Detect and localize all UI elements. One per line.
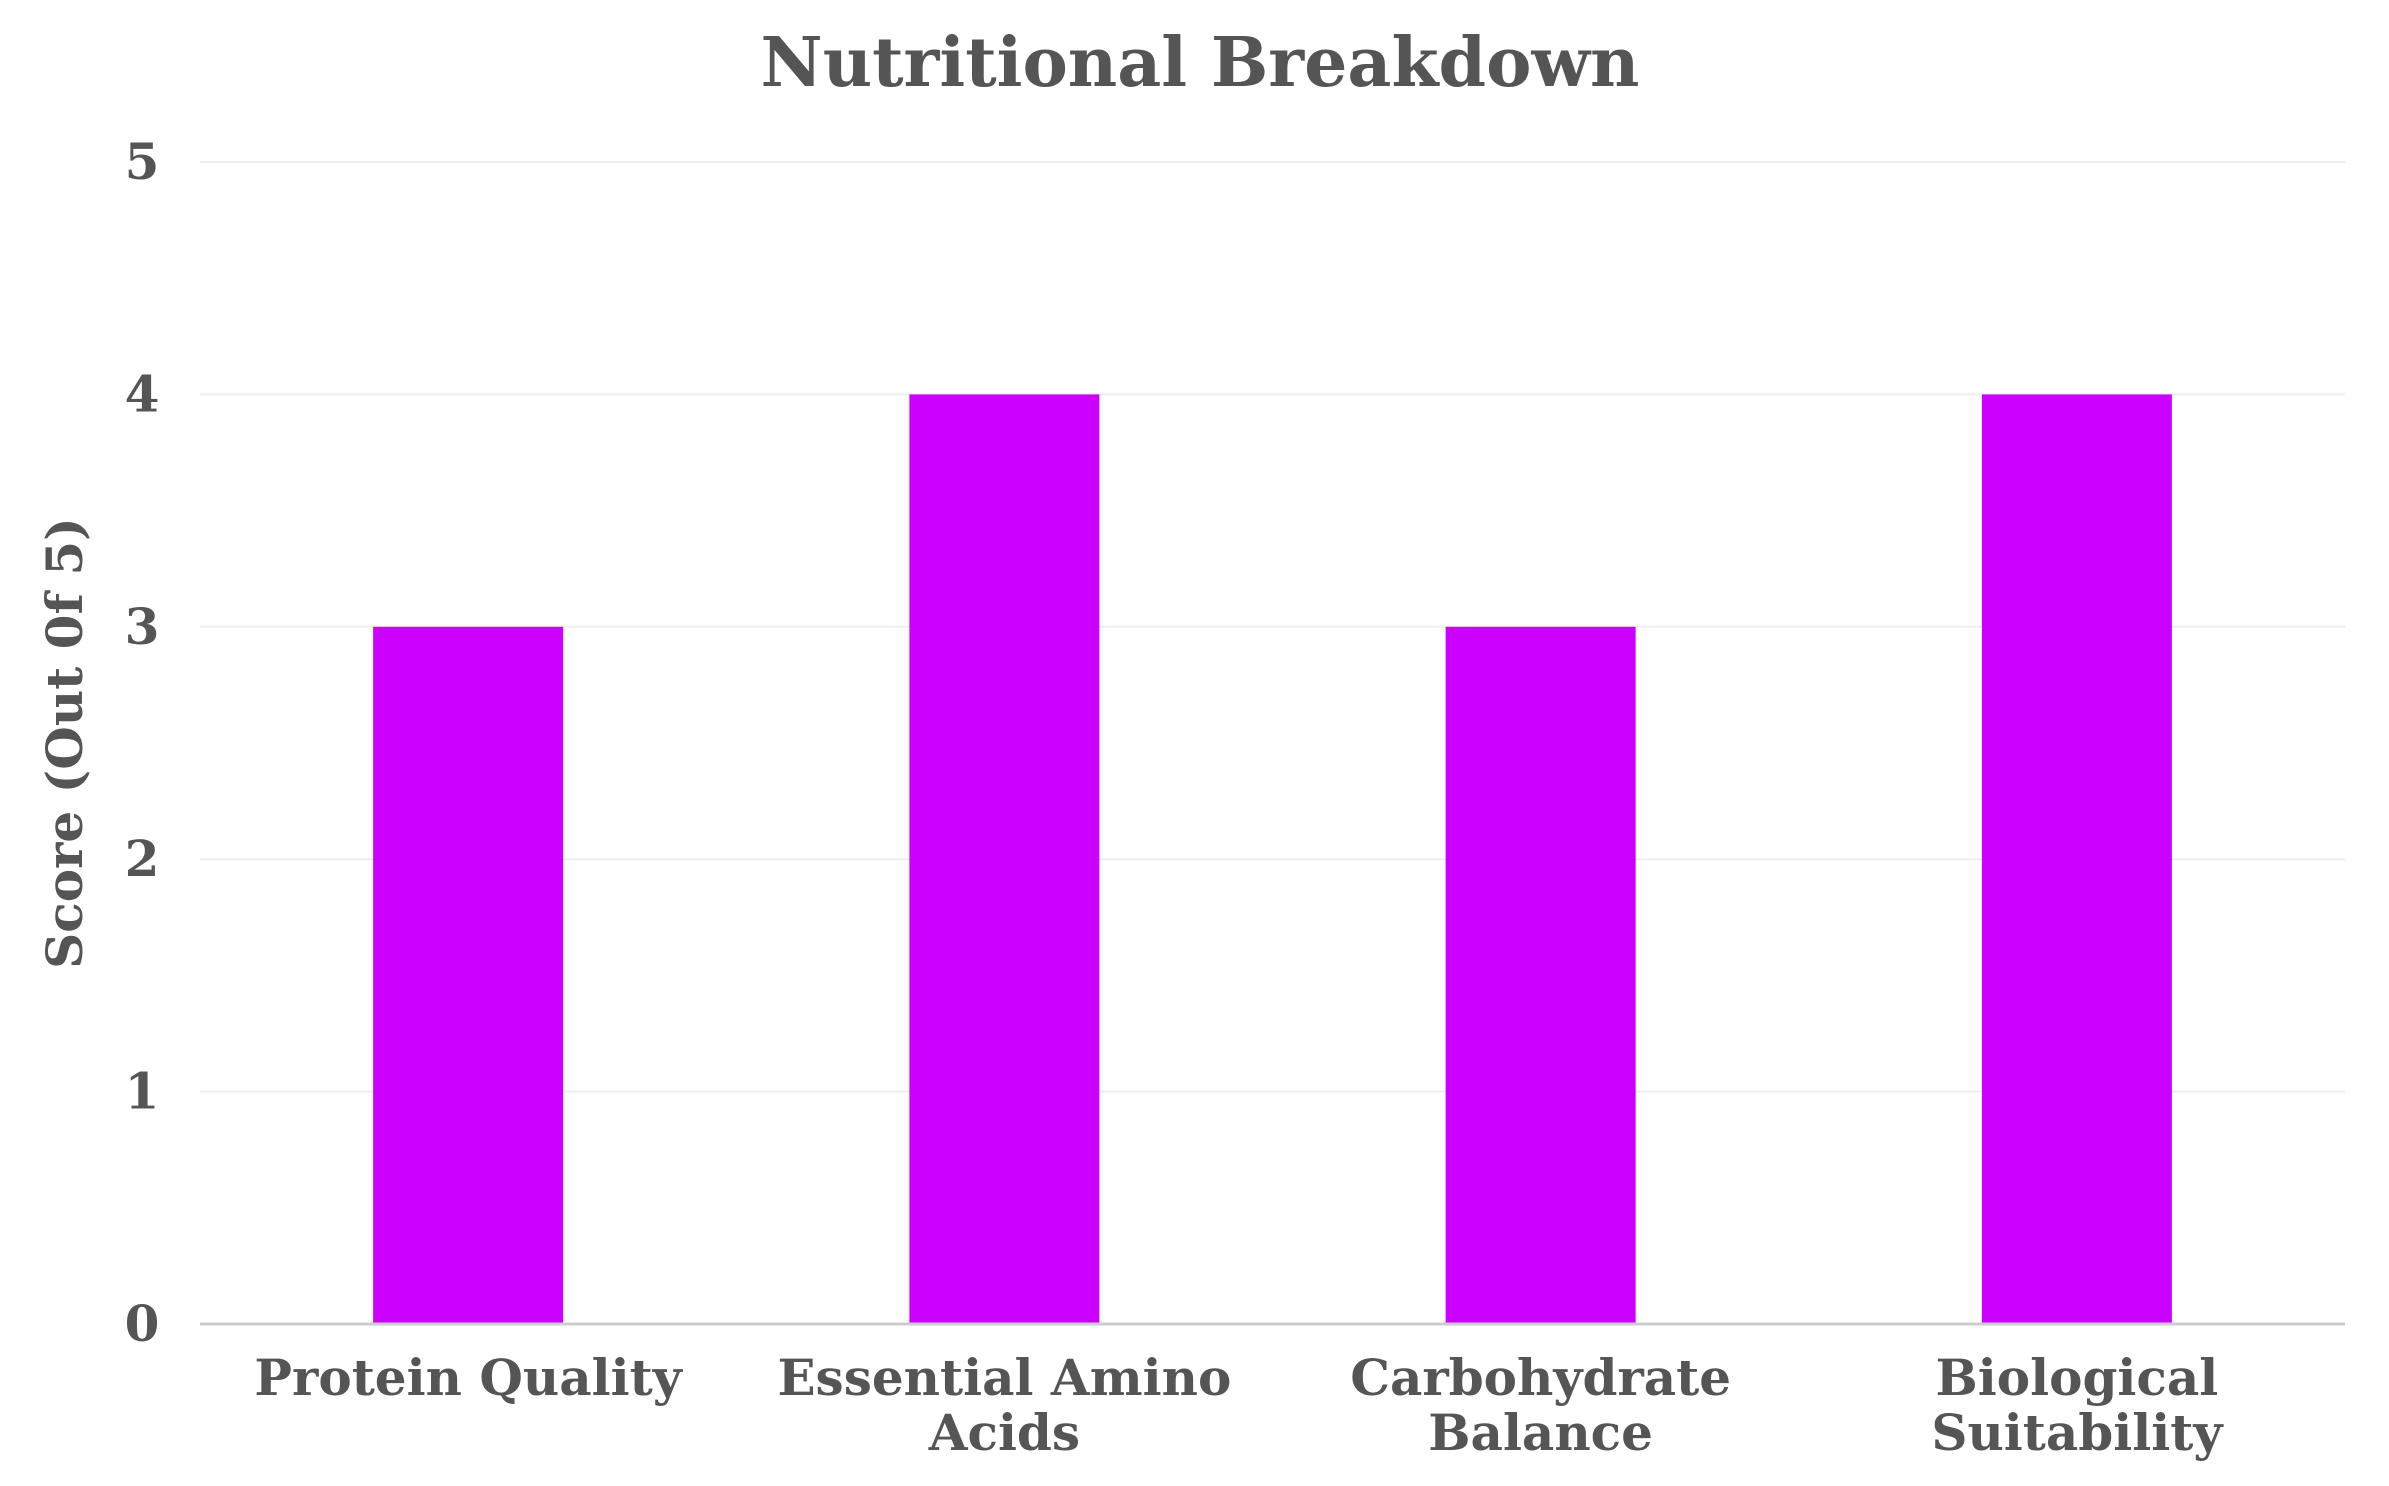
x-tick-label: Biological Suitability [1931, 1348, 2224, 1462]
x-tick-label-line: Essential Amino [777, 1348, 1231, 1407]
x-axis-labels: Protein Quality Essential Amino Acids Carbo… [254, 1348, 2224, 1462]
bar [909, 394, 1100, 1324]
bar [373, 626, 564, 1324]
x-tick-label: Protein Quality [254, 1348, 683, 1407]
y-axis-title: Score (Out 0f 5) [35, 517, 94, 969]
y-tick-label: 4 [125, 364, 160, 423]
y-tick-label: 2 [125, 829, 160, 888]
x-tick-label: Essential Amino Acids [777, 1348, 1231, 1462]
x-tick-label-line: Suitability [1931, 1403, 2224, 1462]
x-tick-label-line: Biological [1936, 1348, 2219, 1407]
y-tick-label: 3 [125, 597, 160, 656]
bars [373, 394, 2172, 1324]
x-tick-label: Carbohydrate Balance [1350, 1348, 1731, 1462]
x-tick-label-line: Protein Quality [254, 1348, 683, 1407]
x-tick-label-line: Carbohydrate [1350, 1348, 1731, 1407]
x-tick-label-line: Balance [1428, 1403, 1653, 1462]
bar [1981, 394, 2172, 1324]
bar [1445, 626, 1636, 1324]
chart-title: Nutritional Breakdown [761, 23, 1640, 103]
y-tick-label: 1 [125, 1062, 160, 1121]
y-tick-label: 5 [125, 132, 160, 191]
y-axis-ticks: 0 1 2 3 4 5 [125, 132, 160, 1353]
x-tick-label-line: Acids [928, 1403, 1080, 1462]
y-tick-label: 0 [125, 1294, 160, 1353]
